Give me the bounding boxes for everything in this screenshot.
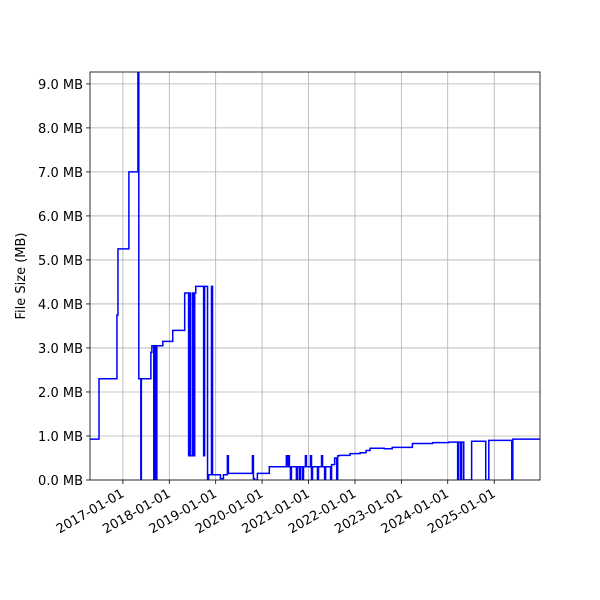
y-tick-label: 1.0 MB [38,430,83,445]
y-tick-label: 6.0 MB [38,210,83,225]
y-tick-label: 5.0 MB [38,254,83,269]
y-tick-label: 0.0 MB [38,474,83,489]
y-tick-label: 3.0 MB [38,342,83,357]
y-tick-label: 4.0 MB [38,298,83,313]
y-axis-label: File Size (MB) [14,233,29,320]
y-tick-label: 2.0 MB [38,386,83,401]
plot-frame [89,71,541,481]
y-tick-label: 7.0 MB [38,166,83,181]
y-tick-label: 9.0 MB [38,78,83,93]
y-tick-label: 8.0 MB [38,122,83,137]
data-line [90,72,540,480]
